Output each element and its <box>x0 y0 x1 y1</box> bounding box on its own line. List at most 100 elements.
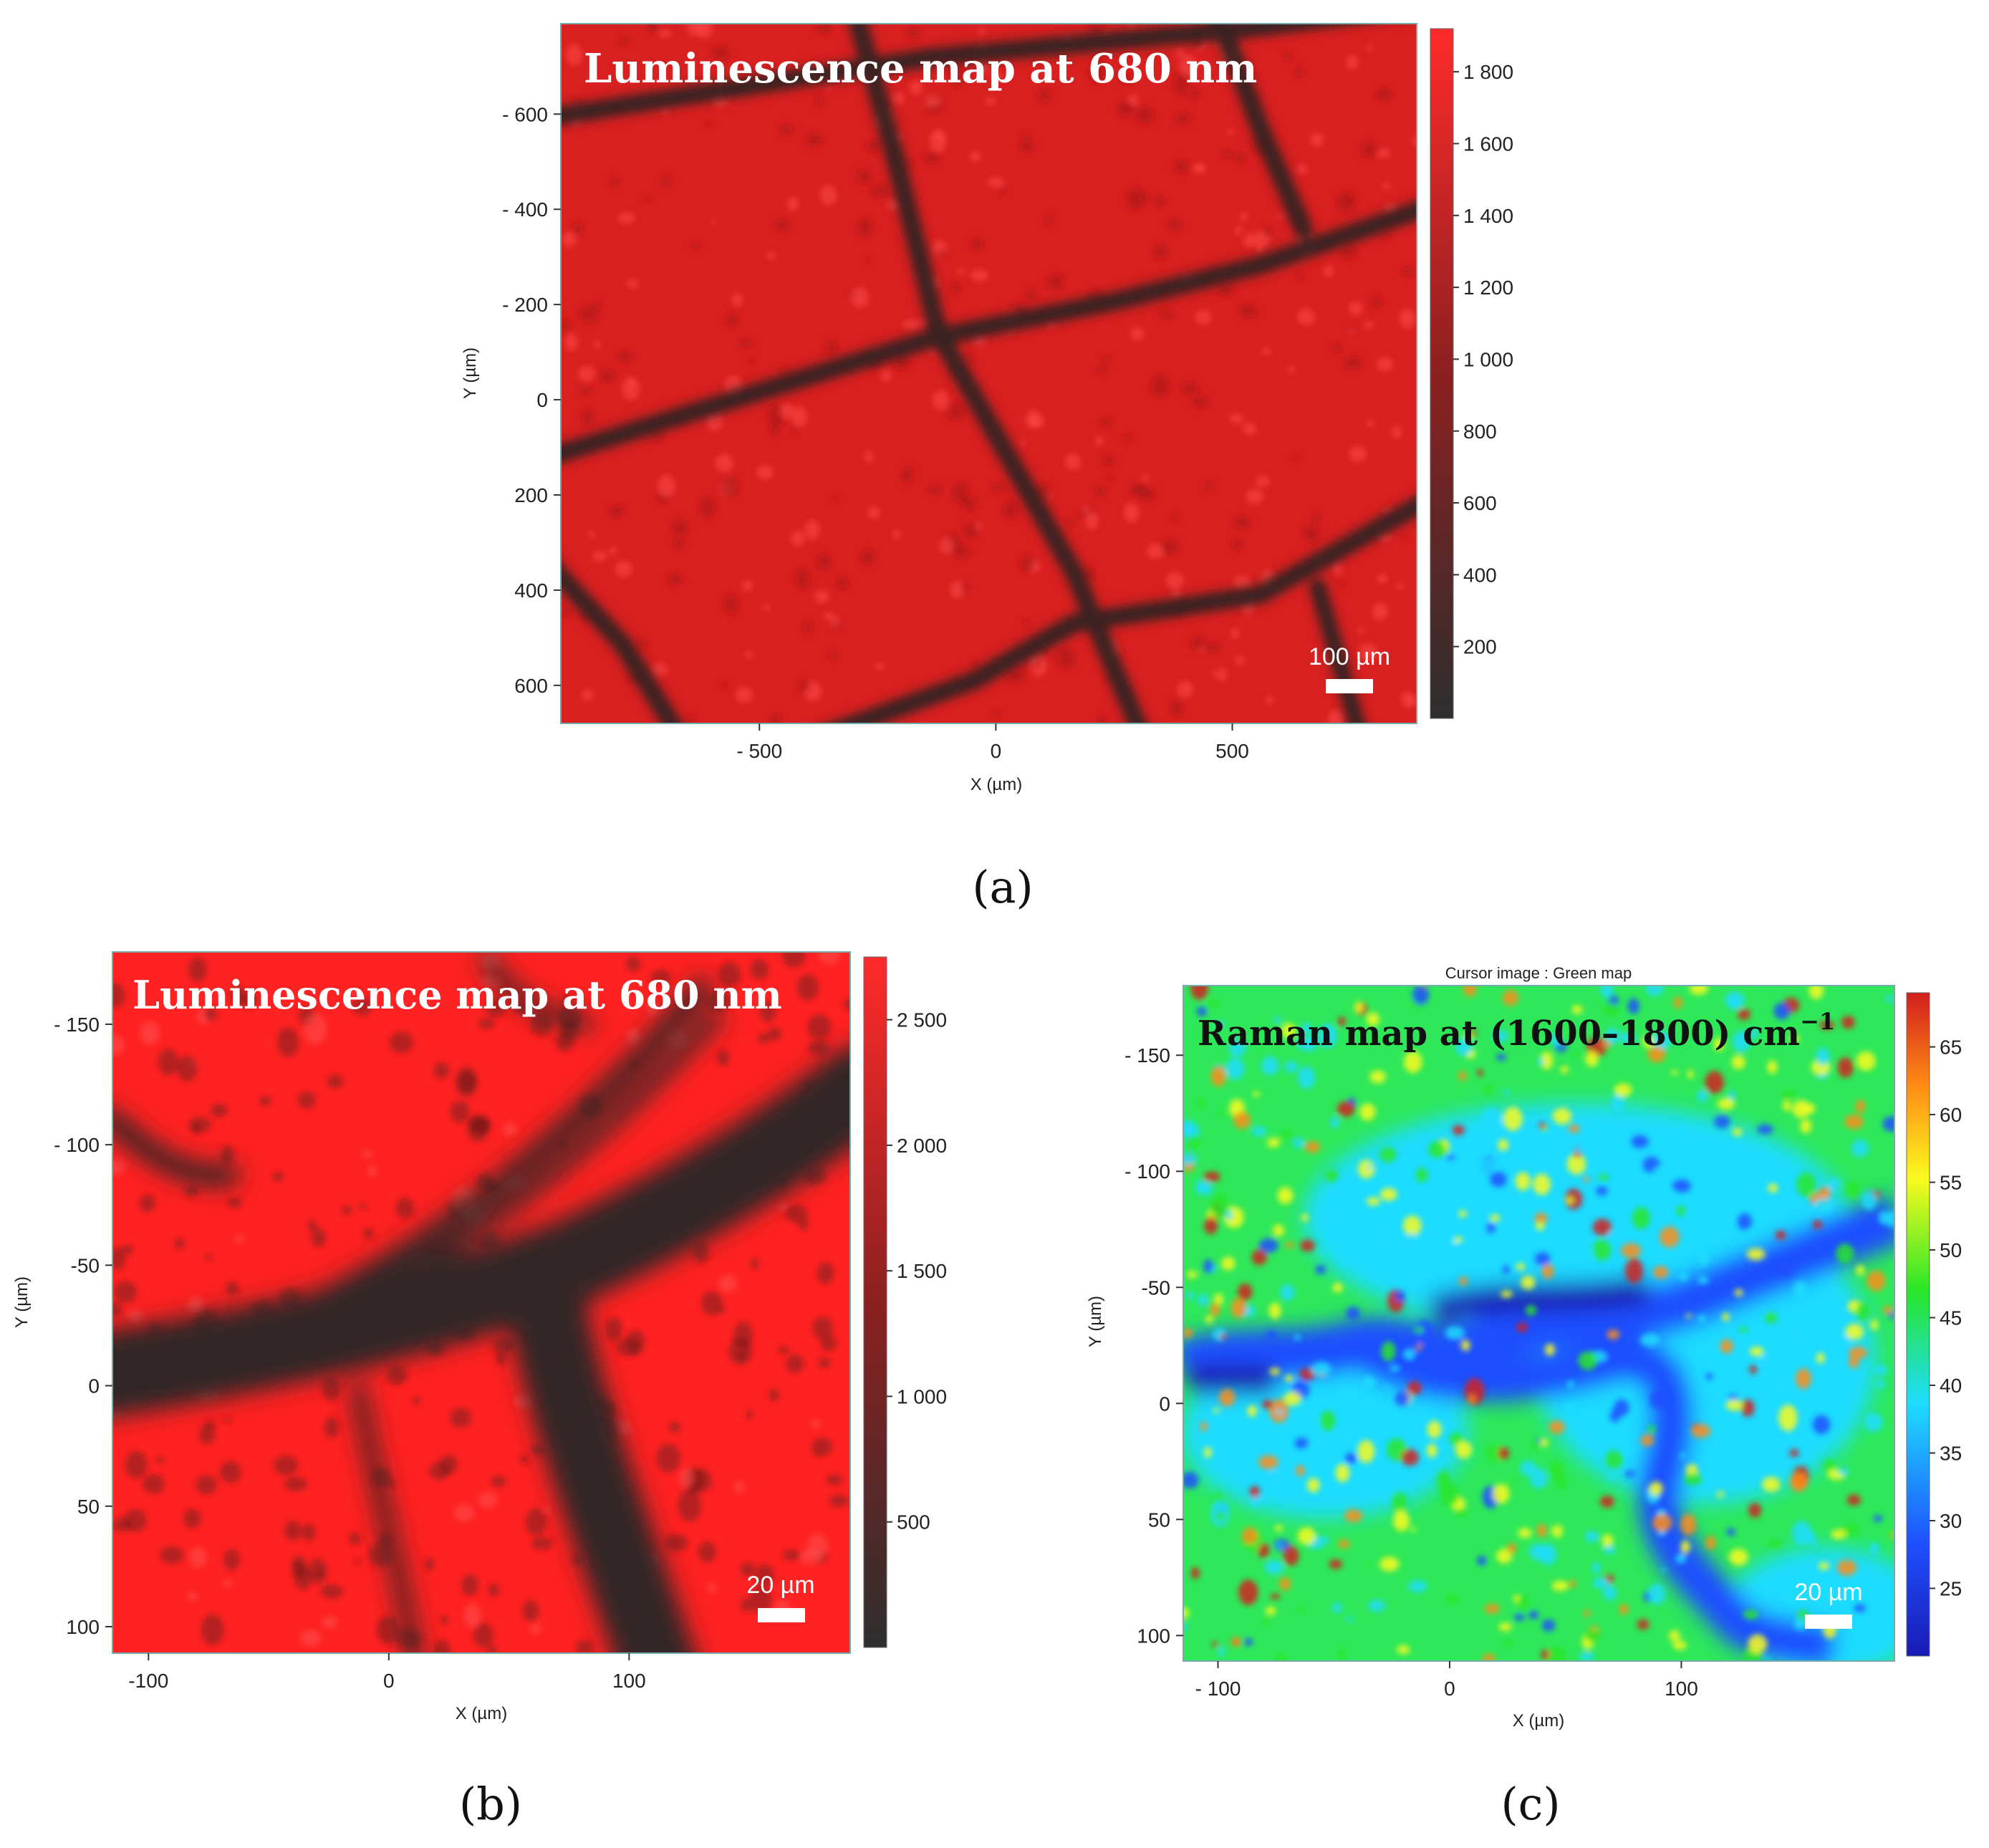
speckle <box>188 1117 211 1133</box>
speckle <box>1795 1368 1811 1389</box>
speckle <box>1372 602 1388 621</box>
y-tick-label: - 400 <box>502 198 548 221</box>
speckle <box>1248 1496 1266 1506</box>
speckle <box>1796 1172 1816 1198</box>
speckle <box>1783 1100 1791 1112</box>
speckle <box>1490 1171 1507 1188</box>
speckle <box>1082 506 1090 514</box>
speckle <box>1362 1376 1376 1389</box>
speckle <box>791 426 798 433</box>
speckle <box>1697 1276 1709 1285</box>
speckle <box>1549 1420 1565 1434</box>
speckle <box>1097 364 1106 373</box>
speckle <box>1749 1346 1764 1357</box>
speckle <box>673 538 684 549</box>
speckle <box>1412 986 1430 1006</box>
speckle <box>1240 211 1248 221</box>
speckle <box>1538 1544 1557 1566</box>
speckle <box>1344 1453 1357 1464</box>
speckle <box>829 652 837 660</box>
speckle <box>1831 1529 1846 1539</box>
speckle <box>744 651 754 658</box>
speckle <box>1183 1124 1200 1139</box>
speckle <box>1501 1290 1513 1298</box>
speckle <box>1781 1089 1797 1099</box>
panel-c-title-superscript: −1 <box>1800 1008 1835 1035</box>
speckle <box>1337 1648 1347 1661</box>
speckle <box>626 1028 641 1046</box>
speckle <box>1775 1230 1786 1240</box>
speckle <box>1607 1329 1620 1339</box>
speckle <box>859 549 875 565</box>
speckle <box>880 369 892 382</box>
speckle <box>297 1091 316 1109</box>
speckle <box>1541 1650 1550 1660</box>
speckle <box>143 1474 165 1494</box>
panel-c-speckles <box>1183 986 1894 1661</box>
speckle <box>1218 1109 1225 1116</box>
speckle <box>1528 1610 1539 1620</box>
speckle <box>1551 1032 1562 1046</box>
speckle <box>1102 356 1112 364</box>
speckle <box>1188 1135 1201 1149</box>
panel-b-x-label: X (µm) <box>456 1704 507 1723</box>
colorbar-tick-label: 1 000 <box>897 1385 947 1407</box>
speckle <box>1556 1476 1568 1489</box>
speckle <box>746 1410 753 1420</box>
speckle <box>1190 87 1200 99</box>
speckle <box>1375 87 1392 101</box>
speckle <box>720 682 728 688</box>
speckle <box>188 957 207 982</box>
speckle <box>1673 996 1682 1009</box>
colorbar-tick-label: 25 <box>1940 1578 1962 1600</box>
speckle <box>1483 1084 1493 1096</box>
speckle <box>812 1437 833 1456</box>
y-tick-label: 600 <box>514 675 548 697</box>
speckle <box>1430 1228 1439 1240</box>
speckle <box>1256 244 1264 254</box>
speckle <box>1200 1422 1208 1432</box>
speckle <box>463 1603 481 1628</box>
speckle <box>1605 1450 1623 1469</box>
panel-a-axes: - 500 0 500 - 600 - 400 - 200 0 200 400 600 <box>502 103 1249 762</box>
speckle <box>1332 1602 1342 1614</box>
speckle <box>726 313 738 327</box>
speckle <box>1584 1531 1599 1542</box>
speckle <box>1329 1559 1342 1569</box>
speckle <box>992 483 1004 494</box>
panel-a-label: (a) <box>972 861 1033 913</box>
panel-a-scale-bar <box>1326 679 1373 693</box>
speckle <box>779 125 794 135</box>
colorbar-tick-label: 45 <box>1940 1307 1962 1329</box>
speckle <box>769 1388 779 1402</box>
speckle <box>1415 1168 1428 1183</box>
colorbar-tick-label: 800 <box>1463 420 1497 443</box>
panel-a-title: Luminescence map at 680 nm <box>584 45 1257 92</box>
y-tick-label: 100 <box>66 1616 100 1638</box>
speckle <box>1518 1528 1532 1539</box>
panel-a-wall <box>561 562 683 723</box>
speckle <box>757 1033 770 1044</box>
speckle <box>1294 67 1305 77</box>
speckle <box>1503 1089 1511 1095</box>
speckle <box>1571 1005 1583 1014</box>
speckle <box>786 1354 804 1373</box>
speckle <box>953 481 969 503</box>
speckle <box>1154 196 1165 207</box>
speckle <box>1279 1130 1294 1141</box>
speckle <box>625 956 641 972</box>
speckle <box>1301 1036 1318 1051</box>
speckle <box>1445 1326 1465 1340</box>
speckle <box>1367 45 1374 52</box>
speckle <box>645 195 652 201</box>
x-tick-label: - 100 <box>1195 1678 1241 1700</box>
speckle <box>478 1018 495 1030</box>
speckle <box>1458 1210 1468 1218</box>
speckle <box>1359 643 1377 661</box>
speckle <box>716 1049 730 1067</box>
speckle <box>749 1586 772 1614</box>
speckle <box>1297 309 1315 326</box>
speckle <box>1869 1542 1879 1556</box>
speckle <box>984 97 997 105</box>
speckle <box>770 713 781 723</box>
